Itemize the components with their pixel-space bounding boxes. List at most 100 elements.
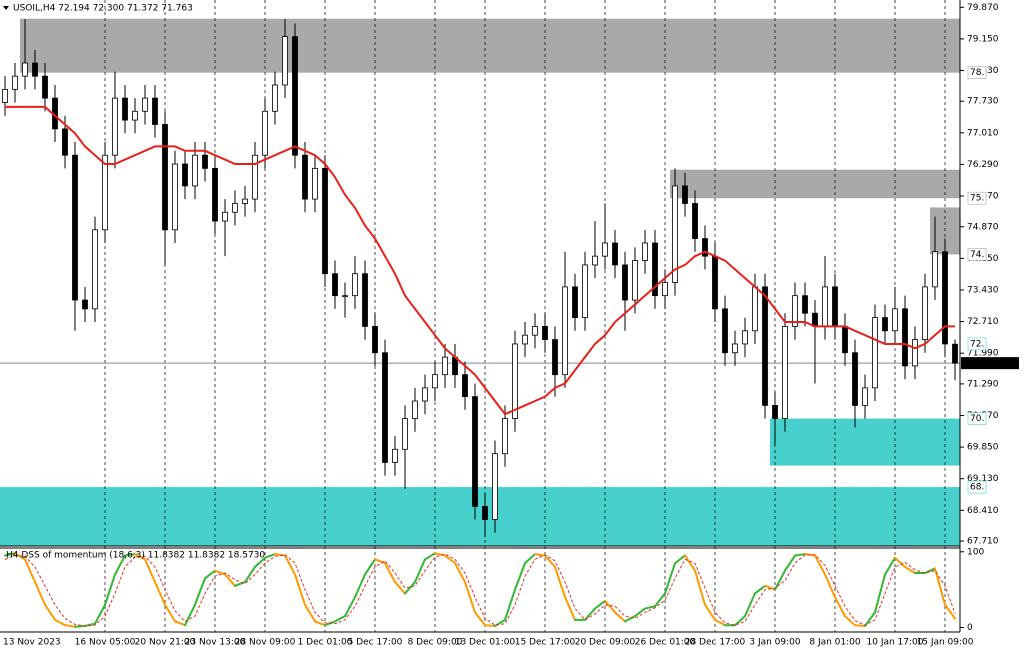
indicator-segment — [344, 596, 356, 618]
indicator-segment — [374, 558, 386, 565]
candle-body — [502, 418, 508, 455]
zones — [0, 18, 960, 546]
indicator-segment — [194, 577, 206, 606]
candle-body — [172, 163, 178, 231]
candle-body — [532, 325, 538, 336]
indicator-segment — [264, 553, 276, 559]
x-tick-label: 26 Dec 01:00 — [635, 638, 696, 648]
candle-body — [362, 273, 368, 327]
candle-body — [722, 308, 728, 354]
indicator-segment — [864, 611, 876, 627]
indicator-segment — [444, 554, 456, 565]
level-box — [967, 480, 987, 494]
x-tick-label: 1 Dec 01:00 — [298, 638, 353, 648]
indicator-segment — [524, 553, 536, 565]
candle-body — [682, 185, 688, 204]
indicator-segment — [854, 624, 866, 627]
indicator-segment — [504, 588, 516, 621]
candle-body — [292, 36, 298, 156]
candle-body — [62, 128, 68, 156]
candle-body — [842, 325, 848, 354]
indicator-segment — [454, 562, 466, 584]
candle-body — [922, 286, 928, 340]
y-tick-label: 69.130 — [967, 474, 999, 484]
x-tick-label: 16 Nov 05:00 — [75, 638, 136, 648]
candle-body — [772, 405, 778, 419]
level-label: 72. — [970, 339, 984, 349]
indicator-segment — [624, 615, 636, 623]
candle-body — [672, 185, 678, 283]
indicator-segment — [214, 569, 226, 576]
indicator-segment — [314, 620, 326, 627]
y-tick-label: 100 — [967, 547, 984, 557]
candle-body — [932, 251, 938, 288]
candle-body — [72, 154, 78, 301]
candle-body — [12, 75, 18, 90]
indicator-segment — [644, 605, 656, 610]
candle-body — [332, 273, 338, 297]
indicator-segment — [354, 573, 366, 599]
candle-body — [542, 325, 548, 340]
indicator-segment — [154, 581, 166, 606]
grid — [0, 0, 964, 632]
candle-body — [652, 242, 658, 297]
indicator-segment — [4, 552, 16, 557]
indicator-segment — [904, 565, 916, 574]
indicator-segment — [704, 603, 716, 621]
menu-icon[interactable] — [3, 6, 9, 10]
candle-body — [252, 154, 258, 200]
candle-body — [312, 167, 318, 200]
indicator-segment — [174, 620, 186, 627]
indicator-segment — [184, 603, 196, 627]
candle-body — [882, 317, 888, 332]
indicator-segment — [934, 567, 946, 606]
x-tick-label: 15 Dec 17:00 — [515, 638, 576, 648]
candle-body — [762, 286, 768, 406]
indicator-segment — [734, 615, 746, 627]
indicator-segment — [844, 615, 856, 627]
candle-body — [372, 325, 378, 354]
indicator-segment — [284, 554, 296, 576]
candle-body — [112, 97, 118, 156]
y-tick-label: 79.870 — [967, 3, 999, 13]
candle-body — [702, 238, 708, 257]
candle-body — [912, 339, 918, 367]
indicator-segment — [424, 552, 436, 561]
indicator-segment — [254, 556, 266, 568]
candle-body — [322, 167, 328, 275]
candle-body — [82, 299, 88, 310]
candle-body — [302, 154, 308, 200]
indicator-segment — [884, 556, 896, 576]
candle-body — [622, 264, 628, 301]
indicator-segment — [144, 558, 156, 584]
y-tick-label: 79.150 — [967, 34, 999, 44]
candle-body — [282, 36, 288, 86]
y-tick-label: 74.870 — [967, 222, 999, 232]
indicator-segment — [304, 603, 316, 623]
y-tick-label: 68.410 — [967, 506, 999, 516]
indicator-segment — [114, 554, 126, 576]
x-tick-label: 8 Jan 01:00 — [809, 638, 861, 648]
candle-body — [862, 387, 868, 406]
indicator-segment — [554, 565, 566, 599]
level-box — [967, 248, 987, 261]
candle-body — [822, 286, 828, 327]
indicator-segment — [124, 553, 136, 557]
candle-body — [902, 308, 908, 367]
indicator-segment — [824, 573, 836, 599]
candle-body — [432, 374, 438, 389]
candle-body — [2, 88, 8, 103]
candle-body — [262, 110, 268, 156]
level-box — [967, 191, 987, 205]
candle-body — [552, 339, 558, 376]
candle-body — [872, 317, 878, 389]
indicator-segment — [684, 554, 696, 572]
indicator-segment — [24, 558, 36, 584]
level-label: 75. — [970, 194, 984, 204]
x-tick-label: 28 Dec 17:00 — [685, 638, 746, 648]
indicator-segment — [404, 581, 416, 595]
candle-body — [642, 242, 648, 261]
level-box — [967, 412, 987, 425]
candle-body — [492, 453, 498, 520]
